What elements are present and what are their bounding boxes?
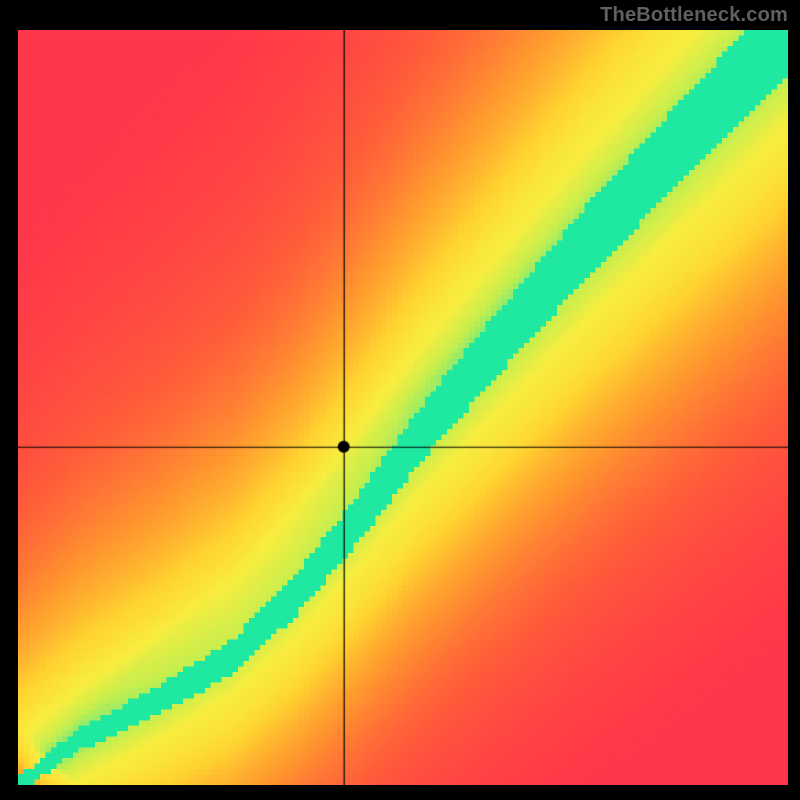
- chart-container: { "watermark": "TheBottleneck.com", "lay…: [0, 0, 800, 800]
- crosshair-overlay: [18, 30, 788, 785]
- watermark-text: TheBottleneck.com: [600, 4, 788, 27]
